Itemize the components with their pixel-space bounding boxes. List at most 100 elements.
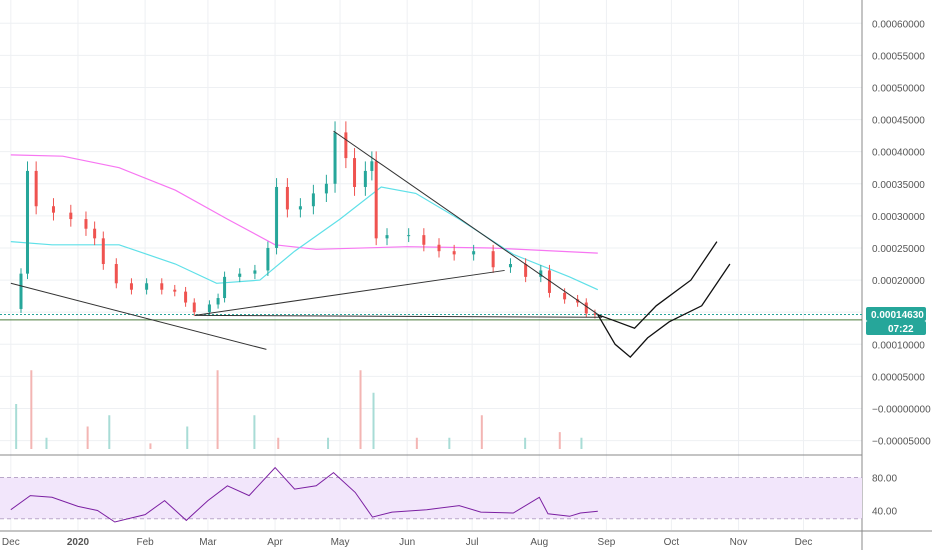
candle-body [385,235,389,239]
candle-body [422,235,426,245]
grid-lines [0,0,862,530]
rsi-band-fill [0,477,862,519]
moving-average-line [10,186,599,291]
time-tick-label: Sep [598,537,616,548]
rsi-line [10,466,598,523]
volume-bar [149,443,152,449]
volume-bar [327,437,330,449]
last-price-box [866,307,926,321]
candle-body [363,170,367,187]
candle-body [129,283,133,290]
volume-bar [359,370,362,449]
candle-body [593,313,597,315]
volume-bar [216,370,219,449]
price-tick-label: 0.00050000 [872,83,925,94]
rsi-line [10,466,598,523]
candle-body [508,264,512,268]
candle-body [285,186,289,210]
candle-body [238,273,242,277]
candle-body [472,251,476,255]
last-price-text: 0.00014630 [871,310,924,321]
candle-body [101,238,105,265]
price-tick-label: 0.00005000 [872,372,925,383]
candle-body [207,304,211,313]
candle-body [192,302,196,313]
price-tick-label: 0.00040000 [872,148,925,159]
time-tick-label: Apr [267,537,283,548]
trendline-drawings[interactable] [0,130,862,359]
price-tick-label: 0.00030000 [872,212,925,223]
volume-bar [415,437,418,449]
price-axis[interactable]: 0.00060000 0.00055000 0.00050000 0.00045000… [872,19,931,517]
volume-bar [15,404,18,449]
candle-body [84,219,88,229]
candle-body [298,206,302,210]
candles [19,121,597,319]
projection-curve [597,241,718,329]
price-tick-label: 0.00045000 [872,116,925,127]
countdown-text: 07:22 [888,324,914,335]
candle-body [19,273,23,309]
trendline [194,314,603,318]
volume-bar [277,437,280,449]
candle-body [51,206,55,213]
volume-bar [108,415,111,449]
countdown-box [866,321,926,335]
volume-bar [524,437,527,449]
price-tick-label: 0.00020000 [872,276,925,287]
candle-body [93,228,97,239]
candle-body [266,247,270,271]
candle-body [407,235,411,237]
trendline [333,130,603,318]
time-tick-label: Jul [466,537,479,548]
price-tick-label: 0.00025000 [872,244,925,255]
candle-body [160,283,164,290]
candle-body [311,193,315,207]
price-tick-label: 0.00010000 [872,340,925,351]
time-axis[interactable]: Dec 2020 Feb Mar Apr May Jun Jul Aug Sep Oct Nov Dec [2,537,812,548]
candle-body [34,170,38,207]
time-tick-label: Aug [530,537,548,548]
volume-bar [372,392,375,449]
candle-body [275,186,279,248]
candle-body [452,251,456,255]
rsi-band [0,477,862,520]
candle-body [584,302,588,314]
time-tick-label: Dec [795,537,813,548]
candle-body [374,161,378,239]
rsi-tick-label: 80.00 [872,474,897,485]
trendline [10,282,267,350]
candle-body [216,298,220,305]
time-tick-label: May [331,537,350,548]
candle-body [253,270,257,274]
time-tick-label: Nov [730,537,748,548]
price-tick-label: 0.00060000 [872,19,925,30]
rsi-tick-label: 40.00 [872,507,897,518]
volume-bars [15,370,583,449]
time-tick-label: Oct [664,537,680,548]
volume-bar [86,426,89,449]
candle-body [524,264,528,277]
candle-body [344,132,348,159]
time-tick-label: Feb [136,537,154,548]
candle-body [145,283,149,290]
candle-body [353,158,357,187]
candle-body [491,251,495,268]
price-tick-label: −0.00005000 [872,437,931,448]
candle-body [324,183,328,194]
last-price-label: 0.00014630 07:22 [866,307,926,335]
trendline [194,269,505,316]
time-tick-label: Mar [199,537,217,548]
price-tick-label: 0.00035000 [872,180,925,191]
candle-body [69,212,73,220]
volume-bar [558,432,561,449]
moving-averages [10,154,599,291]
candle-body [539,270,543,277]
candle-body [25,170,29,274]
volume-bar [45,437,48,449]
moving-average-line [10,154,598,254]
candle-body [547,270,551,293]
price-tick-label: 0.00055000 [872,51,925,62]
